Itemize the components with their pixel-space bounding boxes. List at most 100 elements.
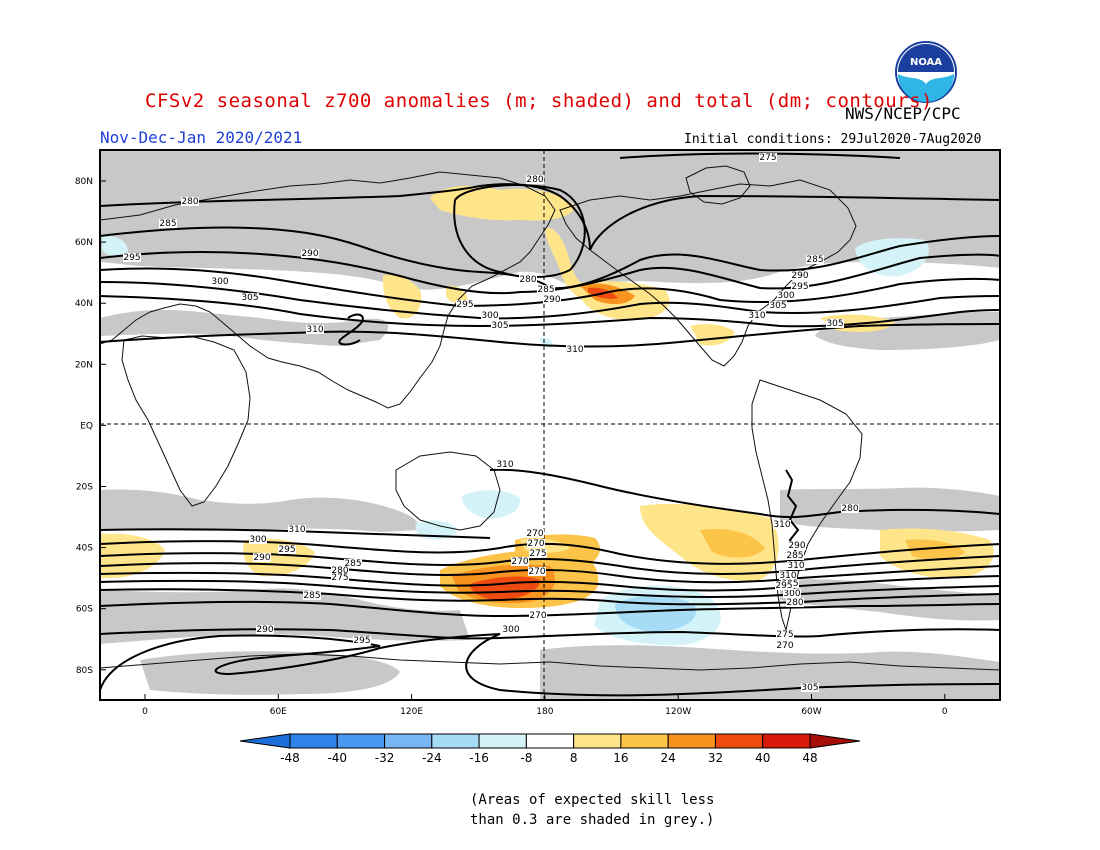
contour-300-south [99, 552, 1001, 576]
lon-label: 120E [400, 707, 423, 717]
contour-label-bg [806, 255, 824, 264]
colorbar-swatch [431, 733, 480, 749]
contour-label: 300 [777, 291, 794, 301]
contour-label-bg [775, 581, 793, 590]
contour-label-bg [788, 541, 806, 550]
contour-label-bg [491, 321, 509, 330]
anomaly-s-atlantic-pos-16 [905, 539, 965, 561]
contour-label: 290 [301, 249, 318, 259]
contour-label-bg [301, 249, 319, 258]
contour-label-bg [526, 529, 544, 538]
anomaly-bering-pos [545, 227, 600, 308]
anomaly-arctic-pos [430, 185, 575, 221]
lat-label: 20S [76, 483, 93, 493]
contour-label: 280 [526, 175, 543, 185]
contour-270-south [99, 628, 1001, 640]
contour-label: 270 [527, 539, 544, 549]
lon-label: 0 [942, 707, 948, 717]
lat-label: 60N [75, 238, 93, 248]
contour-275-north [619, 152, 901, 159]
contour-label: 300 [783, 589, 800, 599]
grey-mask-nw [100, 310, 389, 346]
contour-label: 310 [566, 345, 583, 355]
colorbar-swatch [667, 733, 716, 749]
contour-label-bg [759, 153, 777, 162]
anomaly-central-asia-pos [382, 274, 422, 319]
contour-label: 275 [776, 630, 793, 640]
contour-label: 275 [529, 549, 546, 559]
contour-label: 290 [256, 625, 273, 635]
colorbar: -48 -40 -32 -24 -16 -8 8 16 24 32 40 48 [239, 733, 861, 765]
contour-label-bg [791, 271, 809, 280]
contour-label-bg [783, 589, 801, 598]
contour-label-bg [353, 636, 371, 645]
contour-label-bg [537, 285, 555, 294]
colorbar-tick-label: 24 [661, 751, 676, 765]
lat-label: 80N [75, 177, 93, 187]
colorbar-tick-label: 8 [570, 751, 578, 765]
colorbar-swatch [384, 733, 433, 749]
colorbar-tick-label: -48 [280, 751, 300, 765]
contour-label-bg [256, 625, 274, 634]
colorbar-tick-label: 48 [802, 751, 817, 765]
contour-label: 310 [779, 571, 796, 581]
contour-label-bg [769, 301, 787, 310]
height-contours [99, 152, 1001, 697]
contour-label: 270 [526, 529, 543, 539]
contour-label-bg [786, 551, 804, 560]
colorbar-tick-label: -40 [327, 751, 347, 765]
contour-280-closed [453, 184, 586, 278]
contour-label: 300 [249, 535, 266, 545]
forecast-period: Nov-Dec-Jan 2020/2021 [100, 128, 303, 147]
anomaly-n-atlantic-neg [855, 238, 929, 277]
contour-310-south-west [99, 528, 491, 539]
contour-label-bg [502, 625, 520, 634]
contour-label-bg [779, 571, 797, 580]
contour-label-bg [253, 553, 271, 562]
contour-label: 270 [511, 557, 528, 567]
logo-text: NOAA [910, 57, 942, 68]
south-america-coast [751, 379, 863, 632]
lon-label: 60E [270, 707, 287, 717]
map-panel: 2752802802852902953003053102802852902953… [75, 149, 1001, 717]
logo-top [898, 44, 954, 72]
contour-275-south [99, 600, 1001, 618]
contour-label-bg [331, 573, 349, 582]
grey-mask-antarctic-west [140, 651, 400, 695]
contour-label-bg [527, 539, 545, 548]
contour-label: 305 [769, 301, 786, 311]
lat-label: 40N [75, 299, 93, 309]
contour-label-bg [801, 683, 819, 692]
contour-label-bg [543, 295, 561, 304]
contour-label-bg [826, 319, 844, 328]
contour-280-south [99, 588, 1001, 606]
colorbar-swatch [714, 733, 764, 749]
contour-label: 305 [826, 319, 843, 329]
contour-290-south [99, 571, 1001, 592]
contour-label-bg [529, 549, 547, 558]
contour-label-bg [787, 561, 805, 570]
eurasia-coast [99, 171, 556, 409]
contour-label: 300 [502, 625, 519, 635]
antarctica-coast [99, 653, 1001, 671]
contour-label-bg [786, 598, 804, 607]
contour-label-bg [278, 545, 296, 554]
contour-label: 285 [806, 255, 823, 265]
colorbar-swatch [762, 733, 811, 749]
colorbar-swatch [573, 733, 622, 749]
footnote: (Areas of expected skill less than 0.3 a… [470, 790, 714, 830]
grey-mask-antarctic-east [540, 645, 1000, 700]
contour-label: 300 [481, 311, 498, 321]
contour-305-south [99, 540, 1001, 565]
colorbar-tick-label: 16 [613, 751, 628, 765]
colorbar-swatch [478, 733, 527, 749]
contour-280-north [99, 183, 1001, 251]
contour-label-bg [211, 277, 229, 286]
contour-label-bg [288, 525, 306, 534]
contour-label: 310 [787, 561, 804, 571]
lat-label: 80S [76, 666, 93, 676]
anomaly-s-indian-pos [243, 538, 315, 577]
colorbar-swatch [525, 733, 575, 749]
contour-label-bg [249, 535, 267, 544]
